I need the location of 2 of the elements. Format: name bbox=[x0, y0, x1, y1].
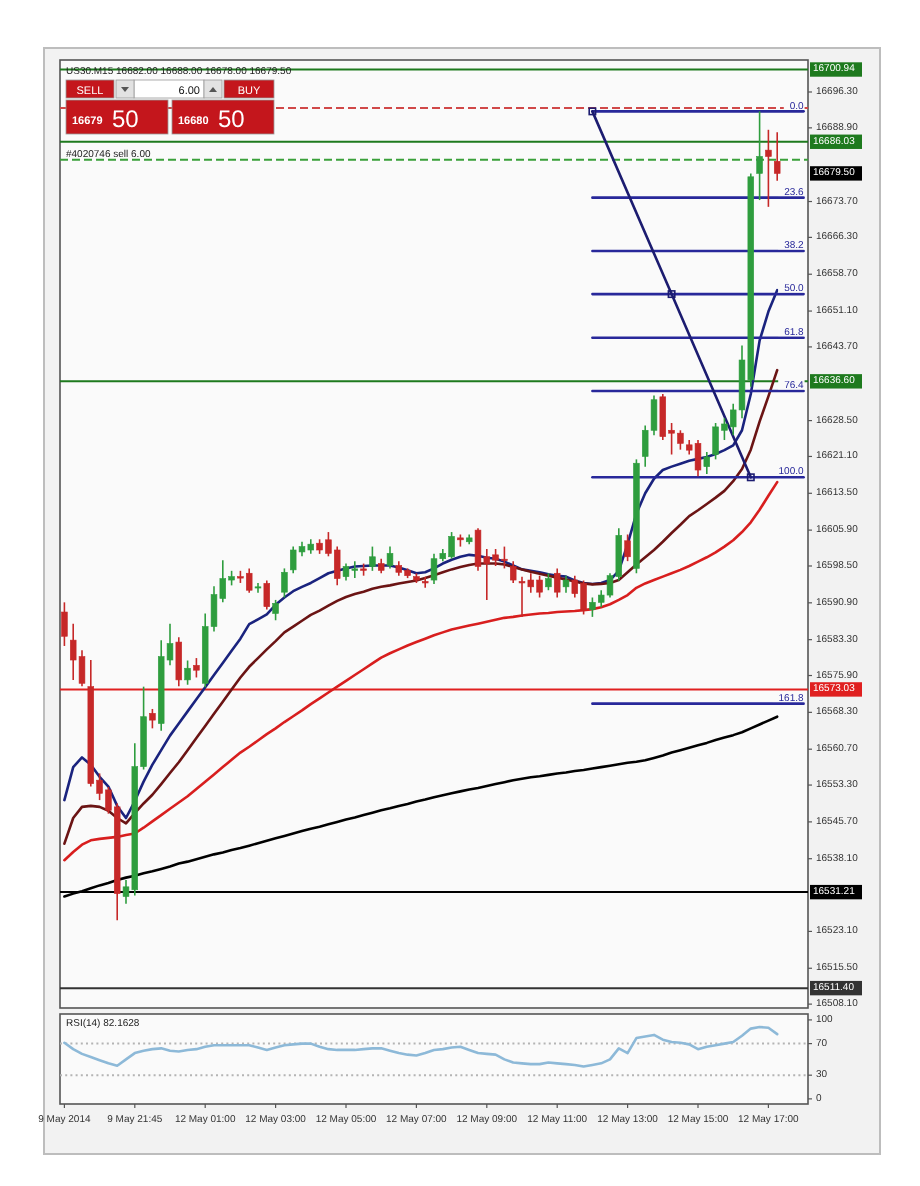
annotation: 50 bbox=[112, 105, 140, 133]
annotation: 50 bbox=[218, 105, 246, 133]
